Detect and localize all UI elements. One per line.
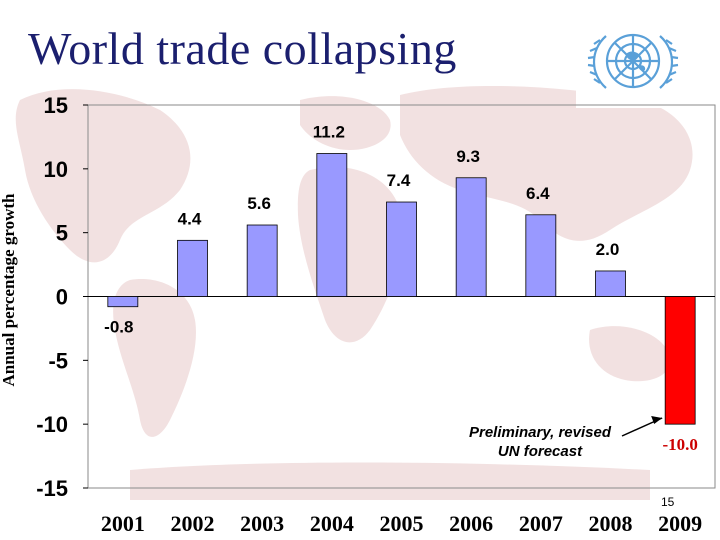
data-label-2009: -10.0 <box>662 435 697 454</box>
data-label-2006: 9.3 <box>456 147 480 166</box>
x-tick-label-2002: 2002 <box>171 511 215 536</box>
bar-2005 <box>386 201 417 297</box>
x-tick-label-2008: 2008 <box>589 511 633 536</box>
annotation-line2: UN forecast <box>498 443 583 460</box>
bar-2009 <box>664 296 696 425</box>
x-tick-label-2007: 2007 <box>519 511 563 536</box>
x-tick-label-2006: 2006 <box>449 511 493 536</box>
x-tick-label-2004: 2004 <box>310 511 354 536</box>
bar-2007 <box>525 214 557 297</box>
x-tick-label-2001: 2001 <box>101 511 145 536</box>
y-tick-label: -5 <box>48 348 68 373</box>
page-number: 15 <box>661 495 675 509</box>
data-label-2001: -0.8 <box>104 318 133 337</box>
data-label-2002: 4.4 <box>178 209 202 228</box>
data-label-2004: 11.2 <box>313 123 345 142</box>
bar-2006 <box>455 177 487 297</box>
y-tick-label: -15 <box>36 476 68 501</box>
bar-2003 <box>246 224 278 297</box>
data-label-2008: 2.0 <box>596 240 620 259</box>
data-label-2005: 7.4 <box>387 171 411 190</box>
x-tick-label-2009: 2009 <box>658 511 702 536</box>
x-tick-label-2005: 2005 <box>380 511 424 536</box>
bar-2008 <box>595 270 626 297</box>
bar-2004 <box>316 153 348 297</box>
y-tick-label: 15 <box>44 93 68 118</box>
data-label-2003: 5.6 <box>247 194 271 213</box>
data-label-2007: 6.4 <box>526 184 550 203</box>
annotation-arrowhead <box>651 416 663 424</box>
y-tick-label: -10 <box>36 412 68 437</box>
un-emblem-icon <box>576 14 690 108</box>
y-tick-label: 0 <box>56 285 68 310</box>
y-tick-label: 5 <box>56 221 68 246</box>
bar-2002 <box>177 239 208 297</box>
x-tick-label-2003: 2003 <box>240 511 284 536</box>
annotation-line1: Preliminary, revised <box>469 424 612 441</box>
bar-2001 <box>107 296 139 308</box>
y-tick-label: 10 <box>44 157 68 182</box>
slide-title: World trade collapsing <box>28 23 457 74</box>
